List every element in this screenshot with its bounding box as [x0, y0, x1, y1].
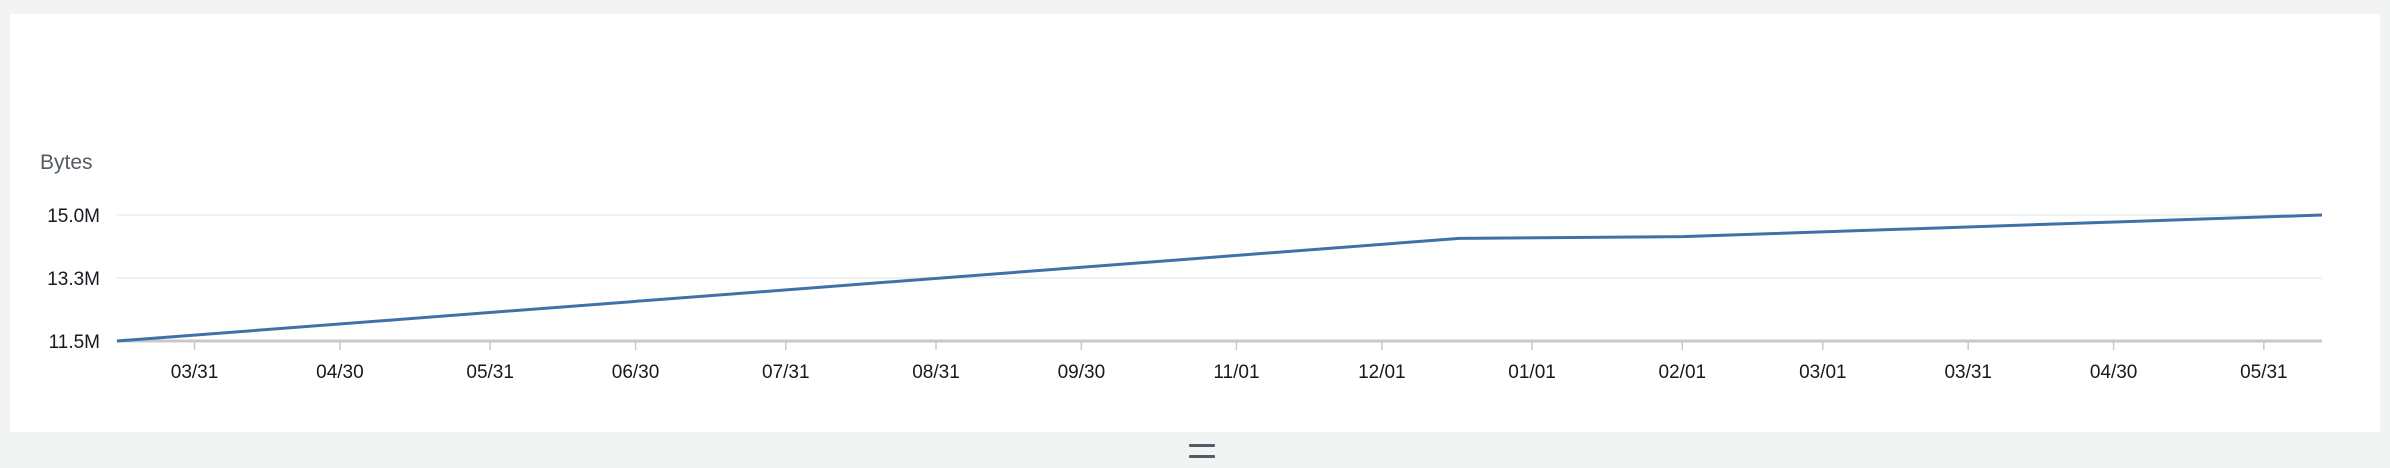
- x-tick-label: 03/31: [1944, 362, 1992, 383]
- x-tick-label: 02/01: [1659, 362, 1707, 383]
- y-tick-label: 13.3M: [47, 269, 100, 290]
- x-tick-label: 05/31: [2240, 362, 2288, 383]
- y-axis-label: Bytes: [40, 151, 93, 174]
- y-tick-label: 11.5M: [49, 332, 100, 353]
- grid-lines: [117, 214, 2322, 343]
- x-tick-label: 04/30: [2090, 362, 2138, 383]
- x-tick-label: 03/31: [171, 362, 219, 383]
- line-chart: Bytes 15.0M 13.3M 11.5M 03/31 04/30 05/31 06/…: [40, 151, 2323, 383]
- drag-handle-icon[interactable]: [1189, 444, 1215, 458]
- x-tick-label: 07/31: [762, 362, 810, 383]
- x-tick-label: 03/01: [1799, 362, 1847, 383]
- y-tick-labels: 15.0M 13.3M 11.5M: [47, 206, 100, 353]
- x-tick-label: 09/30: [1058, 362, 1106, 383]
- chart-panel: Bytes 15.0M 13.3M 11.5M 03/31 04/30 05/31 06/…: [10, 14, 2380, 432]
- x-tick-label: 11/01: [1213, 362, 1259, 383]
- x-tick-label: 08/31: [912, 362, 960, 383]
- series-line: [116, 213, 2323, 343]
- x-tick-label: 05/31: [466, 362, 514, 383]
- x-tick-label: 06/30: [612, 362, 660, 383]
- y-tick-label: 15.0M: [47, 206, 100, 227]
- drag-handle-bar: [1189, 444, 1215, 447]
- drag-handle-bar: [1189, 455, 1215, 458]
- x-tick-label: 04/30: [316, 362, 364, 383]
- x-tick-labels: 03/31 04/30 05/31 06/30 07/31 08/31 09/30 11/01…: [171, 342, 2288, 383]
- x-tick-label: 12/01: [1358, 362, 1406, 383]
- series-group: [116, 213, 2323, 343]
- x-tick-label: 01/01: [1508, 362, 1556, 383]
